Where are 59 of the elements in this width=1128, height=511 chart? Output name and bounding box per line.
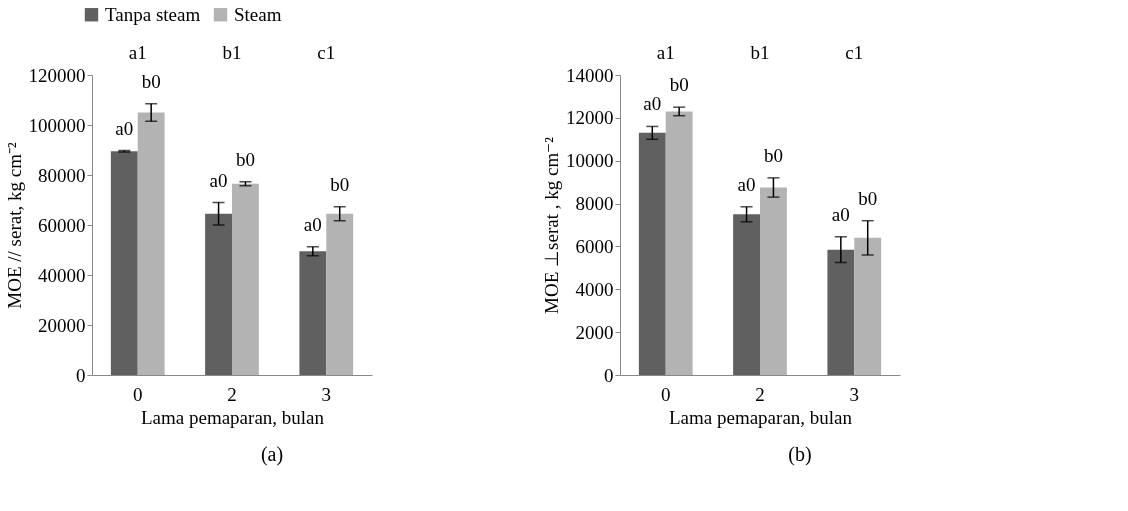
- data-label: b0: [763, 144, 783, 166]
- y-tick-label: 40000: [38, 264, 86, 286]
- legend-label: Steam: [234, 3, 282, 25]
- data-label: a0: [115, 117, 134, 139]
- y-tick-label: 4000: [575, 278, 614, 300]
- y-tick-label: 0: [76, 364, 86, 386]
- data-label: a0: [643, 93, 662, 115]
- x-tick-label: 0: [660, 383, 671, 405]
- text: (a): [260, 443, 284, 466]
- data-label: b0: [330, 173, 350, 195]
- x-tick-label: 0: [132, 383, 143, 405]
- bar: [326, 213, 354, 375]
- x-tick-label: 2: [755, 383, 765, 405]
- text: b1: [222, 42, 242, 63]
- text: a1: [656, 42, 675, 63]
- y-tick-label: 6000: [575, 235, 614, 257]
- y-tick-label: 100000: [28, 114, 86, 136]
- data-label: b0: [141, 70, 161, 92]
- y-axis-title: MOE // serat, kg cm⁻²: [3, 142, 25, 309]
- y-tick-label: 80000: [38, 164, 86, 186]
- y-tick-label: 60000: [38, 214, 86, 236]
- y-tick-label: 120000: [28, 64, 86, 86]
- y-tick-label: 20000: [38, 314, 86, 336]
- bar: [110, 151, 138, 375]
- data-label: b0: [858, 187, 878, 209]
- bar: [827, 249, 855, 375]
- x-axis-title: Lama pemaparan, bulan: [668, 406, 853, 428]
- y-tick-label: 12000: [566, 107, 614, 129]
- text: c1: [317, 42, 336, 63]
- data-label: a0: [303, 213, 322, 235]
- bar: [299, 251, 327, 375]
- legend-label: Tanpa steam: [105, 3, 201, 25]
- x-tick-label: 3: [849, 383, 860, 405]
- bar: [137, 112, 165, 375]
- x-tick-label: 3: [321, 383, 332, 405]
- text: (b): [788, 443, 812, 466]
- data-label: b0: [669, 74, 689, 96]
- bar: [638, 132, 666, 375]
- bar: [854, 237, 882, 375]
- text: a1: [128, 42, 147, 63]
- y-tick-label: 10000: [566, 150, 614, 172]
- bar: [733, 214, 760, 375]
- y-tick-label: 8000: [575, 193, 614, 215]
- x-axis-title: Lama pemaparan, bulan: [140, 406, 325, 428]
- bar: [232, 183, 259, 375]
- data-label: b0: [235, 148, 255, 170]
- data-label: a0: [737, 173, 756, 195]
- bar: [205, 213, 232, 375]
- text: c1: [845, 42, 864, 63]
- x-tick-label: 2: [227, 383, 237, 405]
- y-axis-title: MOE ⊥serat , kg cm⁻²: [541, 136, 562, 314]
- y-tick-label: 14000: [566, 64, 614, 86]
- data-label: a0: [831, 203, 850, 225]
- y-tick-label: 0: [604, 364, 614, 386]
- data-label: a0: [209, 169, 228, 191]
- y-tick-label: 2000: [575, 321, 614, 343]
- bar: [760, 187, 787, 375]
- text: b1: [750, 42, 770, 63]
- bar: [665, 111, 693, 375]
